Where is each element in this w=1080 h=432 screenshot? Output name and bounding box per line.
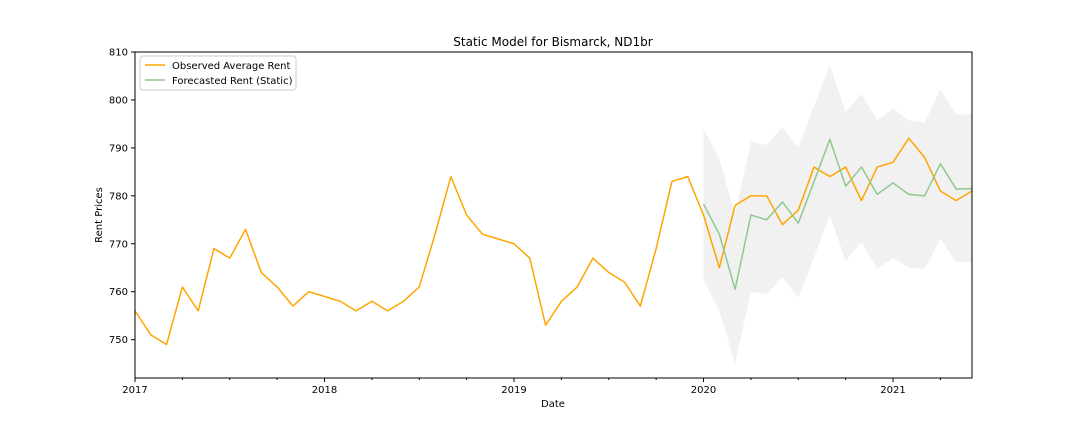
series-layer <box>134 137 973 346</box>
y-axis: 750 760 770 780 790 800 810 <box>109 48 135 346</box>
forecast-confidence-band <box>703 65 972 364</box>
plot-frame <box>134 51 973 379</box>
legend-label-observed: Observed Average Rent <box>172 61 291 72</box>
y-tick-label: 800 <box>109 95 128 106</box>
y-tick-label: 780 <box>109 191 128 202</box>
y-tick-label: 770 <box>109 239 128 250</box>
y-axis-label: Rent Prices <box>94 187 105 243</box>
confidence-band-layer <box>703 65 972 364</box>
legend: Observed Average Rent Forecasted Rent (S… <box>139 55 297 91</box>
x-tick-label: 2021 <box>880 385 905 396</box>
x-axis: 2017 2018 2019 2020 2021 <box>122 378 941 396</box>
y-tick-label: 810 <box>109 48 128 59</box>
x-tick-label: 2020 <box>691 385 716 396</box>
y-tick-label: 750 <box>109 335 128 346</box>
x-axis-label: Date <box>541 399 565 410</box>
x-tick-label: 2019 <box>501 385 526 396</box>
chart-title: Static Model for Bismarck, ND1br <box>453 35 652 49</box>
y-tick-label: 790 <box>109 143 128 154</box>
y-tick-label: 760 <box>109 287 128 298</box>
legend-box <box>139 55 297 91</box>
legend-label-forecast: Forecasted Rent (Static) <box>172 76 293 87</box>
x-tick-label: 2017 <box>122 385 147 396</box>
series-line-forecast <box>702 138 973 291</box>
series-line-observed <box>134 137 973 346</box>
x-tick-label: 2018 <box>312 385 337 396</box>
